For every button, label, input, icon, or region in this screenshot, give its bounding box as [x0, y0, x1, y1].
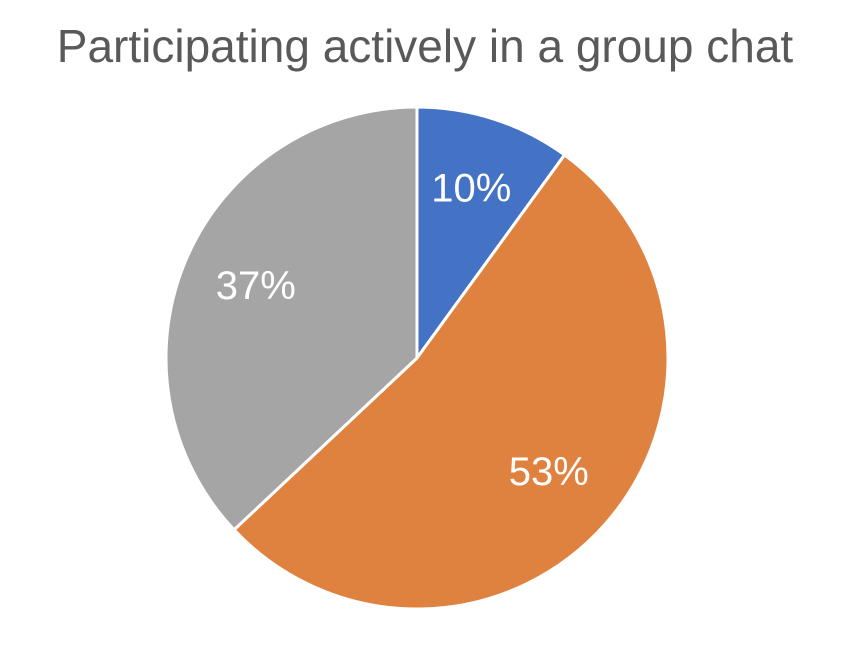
pie-slice: [232, 153, 670, 611]
data-label: 37%: [216, 264, 296, 308]
pie-slice: [415, 105, 567, 360]
pie-slice: [164, 105, 419, 532]
data-label: 10%: [431, 166, 511, 210]
data-label: 53%: [509, 450, 589, 494]
chart-title: Participating actively in a group chat: [57, 20, 794, 72]
